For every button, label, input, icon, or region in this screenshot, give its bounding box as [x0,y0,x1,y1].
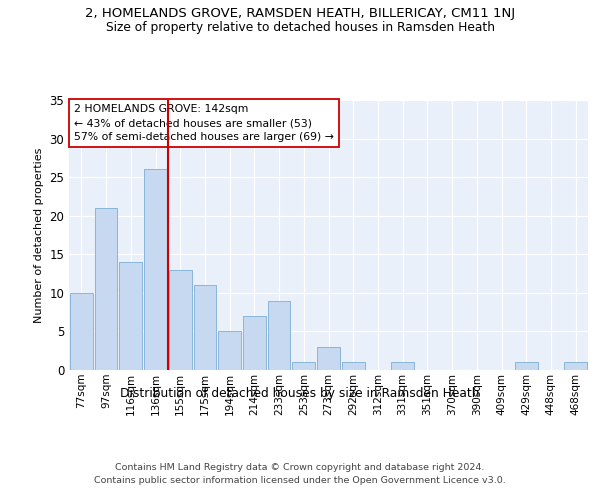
Text: Size of property relative to detached houses in Ramsden Heath: Size of property relative to detached ho… [106,21,494,34]
Bar [292,362,315,370]
Bar [564,362,587,370]
Text: 2, HOMELANDS GROVE, RAMSDEN HEATH, BILLERICAY, CM11 1NJ: 2, HOMELANDS GROVE, RAMSDEN HEATH, BILLE… [85,8,515,20]
Bar [515,362,538,370]
Bar [243,316,266,370]
Bar [144,170,167,370]
Text: Distribution of detached houses by size in Ramsden Heath: Distribution of detached houses by size … [120,388,480,400]
Y-axis label: Number of detached properties: Number of detached properties [34,148,44,322]
Text: 2 HOMELANDS GROVE: 142sqm
← 43% of detached houses are smaller (53)
57% of semi-: 2 HOMELANDS GROVE: 142sqm ← 43% of detac… [74,104,334,142]
Text: Contains HM Land Registry data © Crown copyright and database right 2024.: Contains HM Land Registry data © Crown c… [115,462,485,471]
Bar [70,293,93,370]
Bar [317,347,340,370]
Bar [218,332,241,370]
Bar [95,208,118,370]
Text: Contains public sector information licensed under the Open Government Licence v3: Contains public sector information licen… [94,476,506,485]
Bar [342,362,365,370]
Bar [119,262,142,370]
Bar [169,270,191,370]
Bar [391,362,414,370]
Bar [194,285,216,370]
Bar [268,300,290,370]
